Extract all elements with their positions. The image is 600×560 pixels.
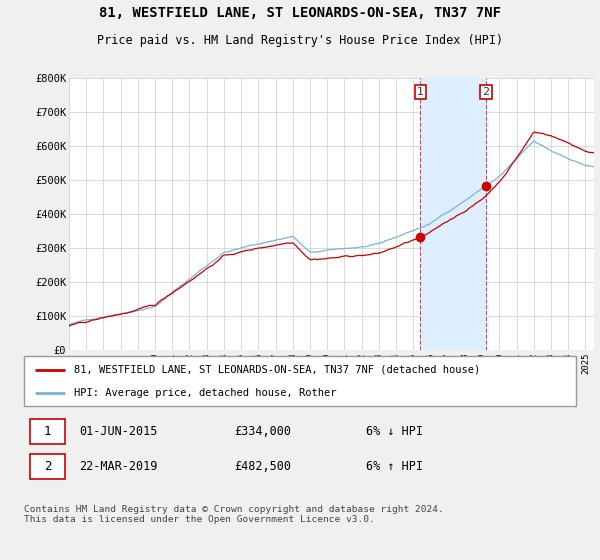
Text: HPI: Average price, detached house, Rother: HPI: Average price, detached house, Roth… xyxy=(74,388,336,398)
Text: Price paid vs. HM Land Registry's House Price Index (HPI): Price paid vs. HM Land Registry's House … xyxy=(97,34,503,47)
FancyBboxPatch shape xyxy=(29,419,65,444)
Text: £482,500: £482,500 xyxy=(234,460,291,473)
Text: 6% ↓ HPI: 6% ↓ HPI xyxy=(366,424,423,438)
Text: Contains HM Land Registry data © Crown copyright and database right 2024.
This d: Contains HM Land Registry data © Crown c… xyxy=(24,505,444,524)
Text: 1: 1 xyxy=(417,87,424,97)
Bar xyxy=(421,78,486,350)
FancyBboxPatch shape xyxy=(29,454,65,479)
Text: 01-JUN-2015: 01-JUN-2015 xyxy=(79,424,158,438)
Text: 1: 1 xyxy=(44,424,52,438)
Text: 6% ↑ HPI: 6% ↑ HPI xyxy=(366,460,423,473)
Text: £334,000: £334,000 xyxy=(234,424,291,438)
Text: 22-MAR-2019: 22-MAR-2019 xyxy=(79,460,158,473)
FancyBboxPatch shape xyxy=(24,356,576,406)
Text: 2: 2 xyxy=(482,87,490,97)
Text: 2: 2 xyxy=(44,460,52,473)
Text: 81, WESTFIELD LANE, ST LEONARDS-ON-SEA, TN37 7NF (detached house): 81, WESTFIELD LANE, ST LEONARDS-ON-SEA, … xyxy=(74,365,480,375)
Text: 81, WESTFIELD LANE, ST LEONARDS-ON-SEA, TN37 7NF: 81, WESTFIELD LANE, ST LEONARDS-ON-SEA, … xyxy=(99,6,501,20)
